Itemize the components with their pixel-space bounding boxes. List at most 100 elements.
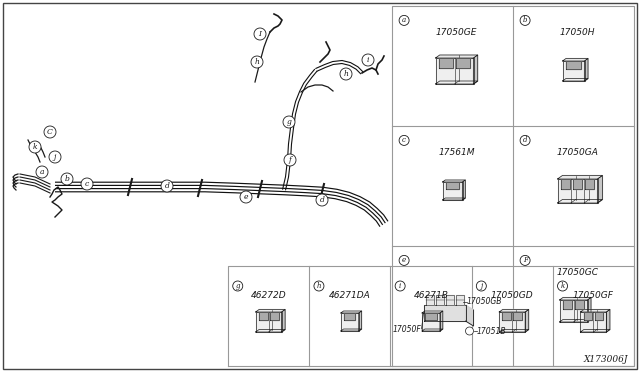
Circle shape [283, 116, 295, 128]
Text: h: h [255, 58, 259, 66]
Polygon shape [426, 295, 433, 305]
Circle shape [399, 15, 409, 25]
Polygon shape [557, 176, 602, 179]
Polygon shape [435, 55, 477, 58]
Polygon shape [442, 198, 465, 200]
Polygon shape [282, 310, 285, 332]
Polygon shape [563, 300, 572, 309]
Text: 17050GD: 17050GD [491, 292, 534, 301]
Polygon shape [585, 179, 595, 189]
Polygon shape [426, 313, 436, 320]
Circle shape [36, 166, 48, 178]
Text: c: c [402, 137, 406, 144]
Polygon shape [439, 58, 453, 68]
Polygon shape [422, 329, 443, 331]
Text: h: h [317, 282, 321, 290]
Polygon shape [563, 78, 588, 81]
Circle shape [254, 28, 266, 40]
Text: g: g [236, 282, 240, 290]
Circle shape [520, 256, 530, 265]
Text: h: h [344, 70, 348, 78]
Circle shape [251, 56, 263, 68]
Polygon shape [435, 295, 444, 305]
Text: f: f [289, 156, 291, 164]
Polygon shape [557, 199, 602, 203]
Text: b: b [65, 175, 69, 183]
Text: a: a [40, 168, 44, 176]
Polygon shape [435, 81, 477, 84]
Polygon shape [446, 182, 459, 189]
Circle shape [284, 154, 296, 166]
Polygon shape [341, 311, 362, 313]
Polygon shape [580, 310, 610, 312]
Polygon shape [580, 312, 607, 332]
Circle shape [465, 327, 474, 335]
Text: C: C [47, 128, 53, 136]
Text: b: b [523, 16, 527, 25]
Text: i: i [399, 282, 401, 290]
Polygon shape [445, 295, 454, 305]
Polygon shape [456, 58, 470, 68]
Polygon shape [255, 312, 282, 332]
Circle shape [81, 178, 93, 190]
Polygon shape [359, 311, 362, 331]
Polygon shape [563, 61, 584, 81]
Polygon shape [255, 310, 285, 312]
Circle shape [557, 281, 568, 291]
Polygon shape [563, 58, 588, 61]
Polygon shape [573, 179, 582, 189]
Polygon shape [584, 312, 592, 320]
Polygon shape [442, 182, 463, 200]
Polygon shape [499, 310, 529, 312]
Polygon shape [561, 179, 570, 189]
Text: 17050GC: 17050GC [557, 268, 598, 277]
Polygon shape [259, 312, 268, 320]
Polygon shape [557, 179, 598, 203]
Circle shape [314, 281, 324, 291]
Polygon shape [435, 58, 474, 84]
Circle shape [520, 15, 530, 25]
Circle shape [161, 180, 173, 192]
Text: 17050GA: 17050GA [557, 148, 598, 157]
Circle shape [399, 256, 409, 265]
Polygon shape [584, 58, 588, 81]
Polygon shape [559, 320, 591, 322]
Text: k: k [33, 143, 37, 151]
Polygon shape [341, 313, 359, 331]
Circle shape [399, 135, 409, 145]
Polygon shape [344, 313, 355, 320]
Polygon shape [424, 305, 465, 321]
Polygon shape [422, 313, 440, 331]
Text: j: j [480, 282, 483, 290]
Polygon shape [580, 330, 610, 332]
Text: k: k [561, 282, 564, 290]
Text: j: j [54, 153, 56, 161]
Polygon shape [255, 330, 285, 332]
Polygon shape [499, 312, 525, 332]
Polygon shape [607, 310, 610, 332]
Polygon shape [502, 312, 511, 320]
Text: 17050GF: 17050GF [573, 292, 614, 301]
Text: 17051B: 17051B [477, 327, 506, 336]
Text: i: i [367, 56, 369, 64]
Circle shape [316, 194, 328, 206]
Polygon shape [465, 305, 474, 326]
Text: 17050H: 17050H [560, 28, 595, 37]
Polygon shape [566, 61, 580, 69]
Circle shape [395, 281, 405, 291]
Text: a: a [402, 16, 406, 25]
Polygon shape [474, 55, 477, 84]
Polygon shape [595, 312, 604, 320]
Polygon shape [525, 310, 529, 332]
Polygon shape [463, 180, 465, 200]
Text: 17561M: 17561M [438, 148, 475, 157]
Text: 17050GE: 17050GE [436, 28, 477, 37]
Polygon shape [559, 298, 591, 300]
Text: 17050GB: 17050GB [467, 298, 502, 307]
Text: d: d [523, 137, 527, 144]
Polygon shape [269, 312, 278, 320]
Circle shape [520, 135, 530, 145]
Circle shape [29, 141, 41, 153]
Text: 46271B: 46271B [413, 292, 449, 301]
Polygon shape [456, 295, 463, 305]
